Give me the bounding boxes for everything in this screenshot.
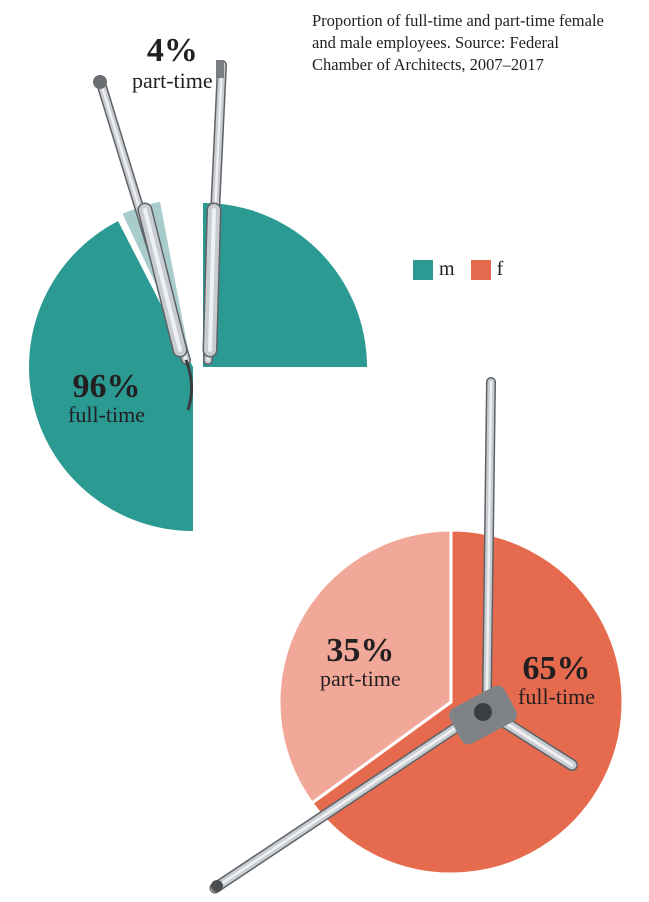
data-label-f-part-time-value: 35% [326, 632, 395, 669]
legend-label-male: m [439, 258, 455, 280]
legend-item-female: f [470, 258, 504, 281]
data-label-m-full-time: 96% full-time [68, 370, 145, 426]
pie-slice-f-part-time [277, 528, 453, 806]
pie-slice-m-full-time-upper-right [203, 203, 367, 367]
chart-caption: Proportion of full-time and part-time fe… [312, 11, 604, 74]
data-label-f-full-time-value: 65% [522, 650, 591, 687]
pie-chart-male [29, 198, 393, 567]
data-label-m-full-time-value: 96% [72, 368, 141, 405]
drafting-compass-illustration-male [93, 60, 227, 411]
data-label-f-full-time: 65% full-time [518, 652, 595, 708]
data-label-m-part-time-category: part-time [132, 68, 213, 93]
legend: m f [413, 258, 519, 281]
data-label-f-part-time-category: part-time [320, 666, 401, 691]
drafting-compass-illustration-female [209, 377, 578, 894]
legend-swatch-female [470, 259, 491, 280]
data-label-m-full-time-category: full-time [68, 402, 145, 427]
legend-swatch-male [413, 259, 433, 280]
data-label-m-part-time-value: 4% [146, 32, 198, 69]
legend-label-female: f [496, 258, 504, 280]
pie-gap-m [195, 367, 393, 567]
data-label-f-part-time: 35% part-time [320, 634, 401, 690]
data-label-f-full-time-category: full-time [518, 684, 595, 709]
legend-item-male: m [413, 258, 455, 281]
data-label-m-part-time: 4% part-time [132, 34, 213, 92]
pie-slice-m-full-time-left [29, 221, 194, 531]
